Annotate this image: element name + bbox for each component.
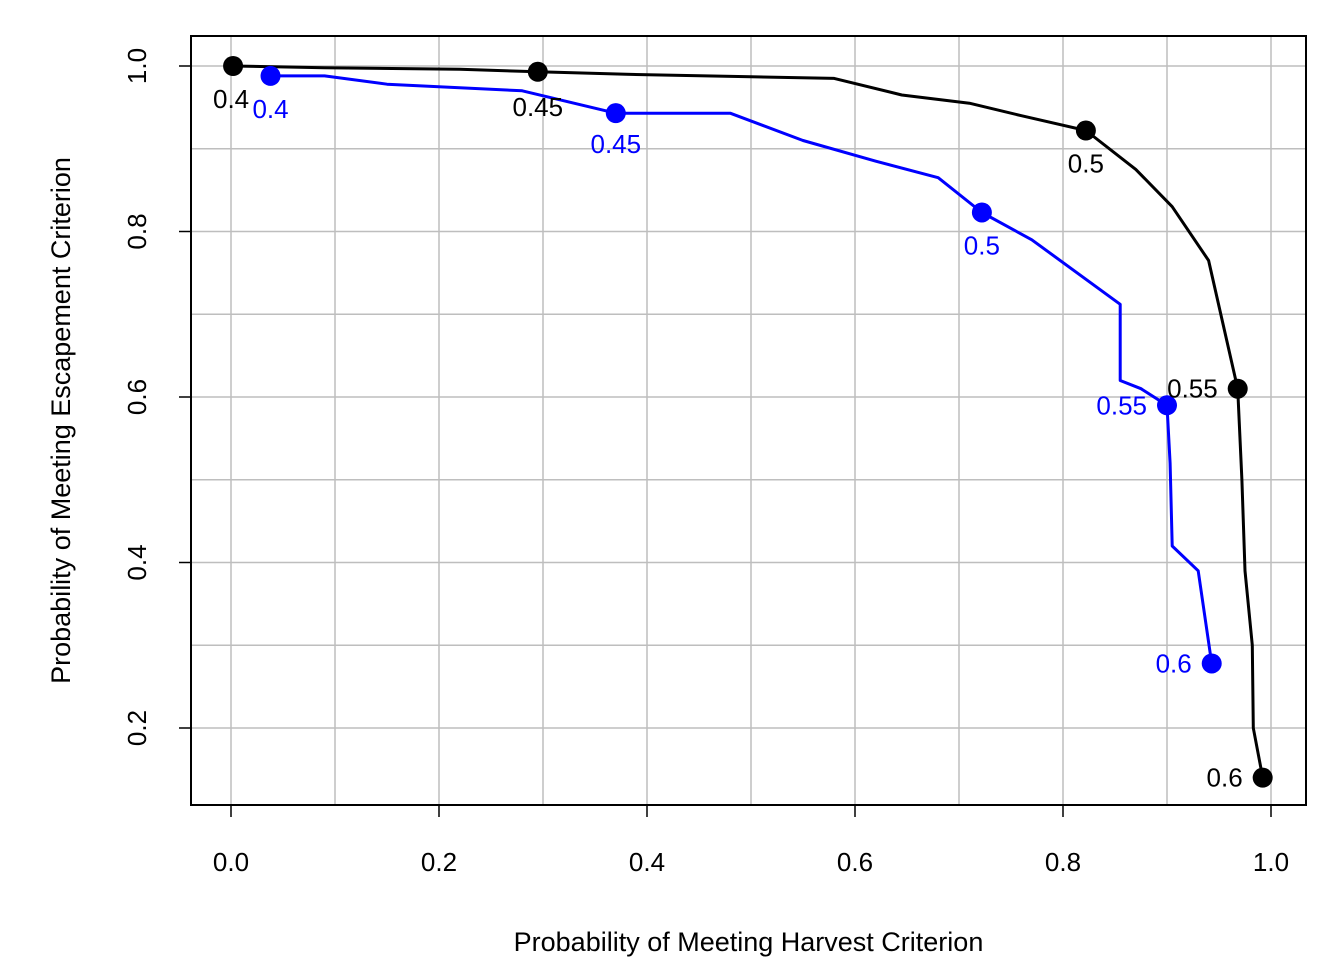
grid (191, 36, 1306, 805)
data-point-marker (971, 202, 992, 223)
data-point-marker (527, 61, 548, 82)
series-line-black (233, 64, 1265, 778)
data-point-label: 0.4 (252, 94, 288, 124)
data-point-marker (1075, 120, 1096, 141)
data-point-marker (223, 56, 244, 76)
y-axis-title: Probability of Meeting Escapement Criter… (46, 157, 76, 684)
x-tick-label: 1.0 (1253, 847, 1289, 877)
x-axis-title: Probability of Meeting Harvest Criterion (514, 927, 984, 957)
x-tick-label: 0.4 (629, 847, 665, 877)
plot-frame (190, 35, 1307, 806)
data-point-label: 0.5 (964, 230, 1000, 260)
data-point-label: 0.6 (1156, 648, 1192, 678)
data-point-label: 0.45 (512, 92, 563, 122)
data-point-marker (260, 65, 281, 86)
x-tick-label: 0.0 (213, 847, 249, 877)
y-tick-label: 1.0 (122, 48, 152, 84)
data-point-label: 0.45 (590, 129, 641, 159)
x-tick-label: 0.6 (837, 847, 873, 877)
data-point-label: 0.4 (213, 84, 249, 114)
x-tick-label: 0.8 (1045, 847, 1081, 877)
data-point-label: 0.6 (1207, 763, 1243, 793)
point-labels: 0.4 0.45 0.5 0.55 0.6 0.4 0.45 0.5 0.55 0.6 (213, 84, 1243, 793)
data-point-label: 0.55 (1096, 390, 1147, 420)
data-point-marker (1227, 378, 1248, 399)
data-point-label: 0.5 (1068, 149, 1104, 179)
data-point-marker (1252, 767, 1273, 788)
data-point-marker (1157, 395, 1177, 416)
x-tick-label: 0.2 (421, 847, 457, 877)
data-point-marker (605, 103, 626, 124)
axes: 0.0 0.2 0.4 0.6 0.8 1.0 0.2 0.4 0.6 0.8 1.0 (122, 48, 1289, 877)
data-point-marker (1201, 653, 1222, 674)
y-tick-label: 0.6 (122, 379, 152, 415)
y-tick-label: 0.4 (122, 544, 152, 580)
y-tick-label: 0.2 (122, 710, 152, 746)
data-point-label: 0.55 (1167, 374, 1218, 404)
y-tick-label: 0.8 (122, 213, 152, 249)
series-layer (223, 56, 1273, 788)
